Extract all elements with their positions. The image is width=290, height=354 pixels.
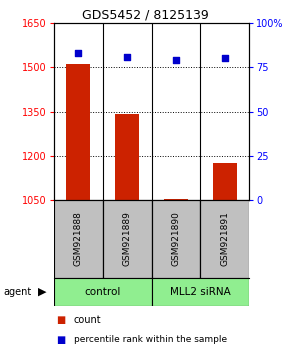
Text: count: count [74,315,102,325]
Text: ■: ■ [57,315,66,325]
Text: GSM921888: GSM921888 [74,211,83,267]
Bar [164,199,188,200]
Bar [200,200,249,278]
Bar [54,278,151,306]
Text: percentile rank within the sample: percentile rank within the sample [74,335,227,344]
Point [125,54,129,59]
Bar [54,200,103,278]
Bar [151,278,249,306]
Bar [103,200,151,278]
Point [174,57,178,63]
Text: GSM921891: GSM921891 [220,211,229,267]
Bar [151,200,200,278]
Point [223,56,227,61]
Bar [66,64,90,200]
Bar [213,163,237,200]
Text: GSM921889: GSM921889 [123,211,132,267]
Point [76,50,80,56]
Text: agent: agent [3,287,31,297]
Text: GSM921890: GSM921890 [171,211,180,267]
Text: ▶: ▶ [38,287,46,297]
Text: control: control [84,287,121,297]
Text: ■: ■ [57,335,66,345]
Text: MLL2 siRNA: MLL2 siRNA [170,287,231,297]
Bar [115,114,139,200]
Text: GDS5452 / 8125139: GDS5452 / 8125139 [81,9,209,22]
